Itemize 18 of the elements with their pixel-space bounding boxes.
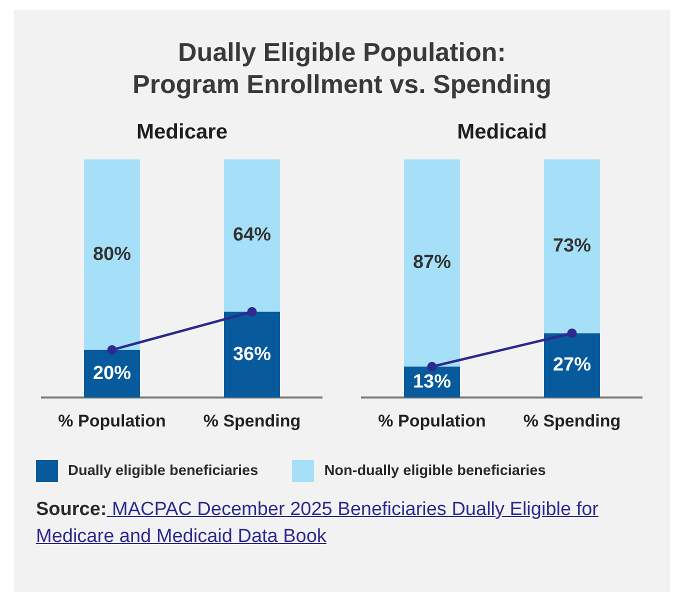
data-label: 13% [412,371,452,392]
x-tick-label: % Spending [203,411,301,430]
data-label: 87% [412,252,452,274]
x-tick-label: % Spending [523,411,621,430]
legend-label: Dually eligible beneficiaries [68,463,258,479]
source-note: Source: MACPAC December 2025 Beneficiaries Dually Eligible for Medicare and Medicaid Data Book [36,499,598,547]
text: Medicaid [457,120,547,144]
data-label: 64% [232,224,272,246]
legend-label: Non-dually eligible beneficiaries [324,463,546,479]
data-label: 20% [92,362,132,384]
x-tick-label: % Population [58,411,166,430]
data-label: 36% [232,344,272,365]
text: Dually Eligible Population: Program Enrollment vs. Spending [132,36,552,100]
x-tick-label: % Population [378,411,486,430]
data-label: 27% [552,354,592,376]
text: Medicare [136,120,228,144]
data-label: 80% [92,244,132,265]
data-label: 73% [552,235,592,256]
